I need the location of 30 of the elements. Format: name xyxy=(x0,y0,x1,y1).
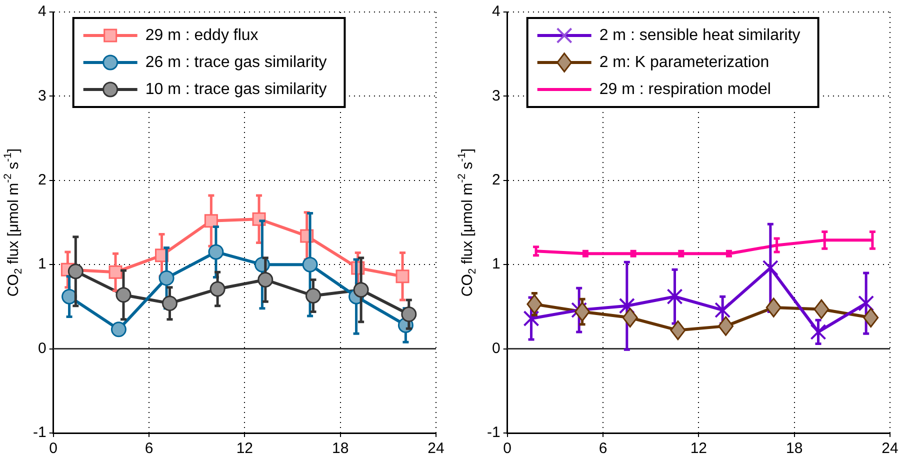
x-tick-label: 6 xyxy=(598,440,608,458)
x-tick-label: 12 xyxy=(690,440,708,458)
x-tick-label: 0 xyxy=(503,440,512,458)
legend-label: 10 m : trace gas similarity xyxy=(145,80,327,98)
x-tick-label: 18 xyxy=(786,440,803,458)
y-tick-label: 3 xyxy=(38,87,46,104)
x-tick-label: 0 xyxy=(49,440,58,458)
legend-label: 29 m : eddy flux xyxy=(145,26,258,44)
x-tick-label: 18 xyxy=(332,440,349,458)
legend-label: 26 m : trace gas similarity xyxy=(145,54,327,71)
y-tick-label: 2 xyxy=(38,172,46,189)
x-tick-label: 24 xyxy=(428,440,444,458)
y-tick-label: 4 xyxy=(38,3,46,20)
legend-label: 2 m: K parameterization xyxy=(599,54,770,71)
y-tick-label: 2 xyxy=(492,172,500,189)
y-tick-label: 1 xyxy=(38,256,46,273)
x-tick-label: 12 xyxy=(236,440,254,458)
legend-label: 29 m : respiration model xyxy=(599,80,771,98)
y-tick-label: 3 xyxy=(492,87,500,104)
legend-label: 2 m : sensible heat similarity xyxy=(599,26,800,44)
x-tick-label: 24 xyxy=(882,440,898,458)
y-tick-label: 0 xyxy=(492,340,500,357)
x-tick-label: 6 xyxy=(144,440,154,458)
y-axis-title: CO2 flux [μmol m-2 s-1] xyxy=(2,148,24,297)
y-axis-title: CO2 flux [μmol m-2 s-1] xyxy=(456,148,478,297)
y-tick-label: -1 xyxy=(486,424,500,442)
y-tick-label: 4 xyxy=(492,3,500,20)
y-tick-label: -1 xyxy=(32,424,46,442)
y-tick-label: 1 xyxy=(492,256,500,273)
y-tick-label: 0 xyxy=(38,340,46,357)
